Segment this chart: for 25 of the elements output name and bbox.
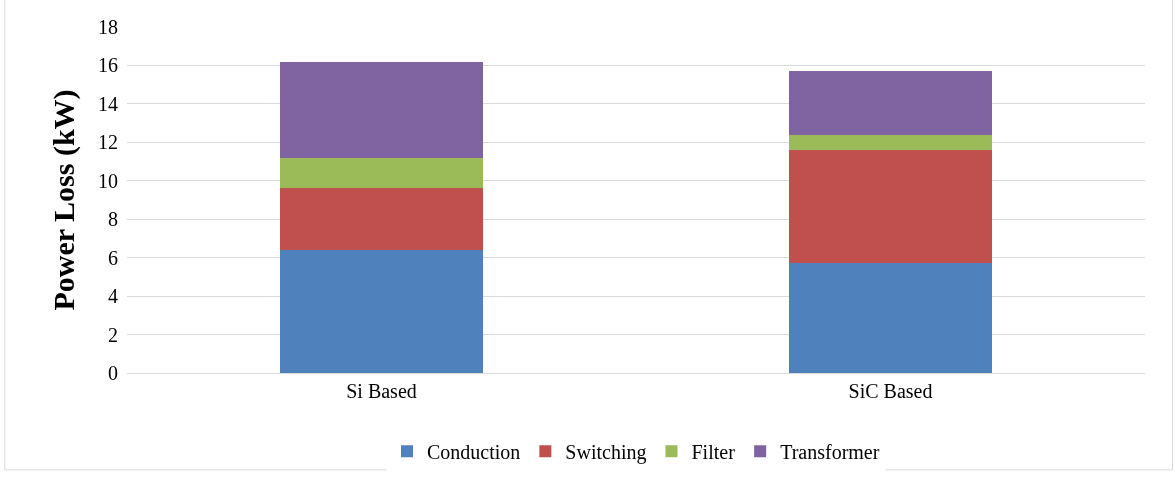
y-tick-label: 12 — [98, 131, 118, 154]
y-tick-label: 8 — [108, 208, 118, 231]
y-tick-label: 14 — [98, 92, 118, 115]
y-tick-label: 10 — [98, 169, 118, 192]
x-tick-label: SiC Based — [848, 380, 933, 402]
y-tick-label: 16 — [98, 54, 118, 77]
bar — [788, 150, 993, 264]
bar — [788, 263, 993, 373]
x-tick-label: Si Based — [346, 380, 417, 402]
legend-label: Filter — [691, 441, 736, 464]
bar — [279, 61, 484, 158]
legend-label: Conduction — [427, 441, 521, 464]
bar — [788, 134, 993, 151]
y-tick-label: 18 — [98, 16, 118, 38]
bar — [279, 249, 484, 373]
y-tick-label: 4 — [108, 285, 118, 308]
bar — [788, 71, 993, 135]
bar — [279, 157, 484, 189]
y-axis-title: Power Loss (kW) — [47, 89, 81, 311]
y-tick-label: 0 — [108, 362, 118, 384]
y-tick-label: 2 — [108, 323, 118, 346]
legend-label: Transformer — [780, 441, 880, 464]
legend-label: Switching — [565, 441, 647, 465]
y-tick-label: 6 — [108, 246, 118, 269]
bar — [279, 188, 484, 250]
